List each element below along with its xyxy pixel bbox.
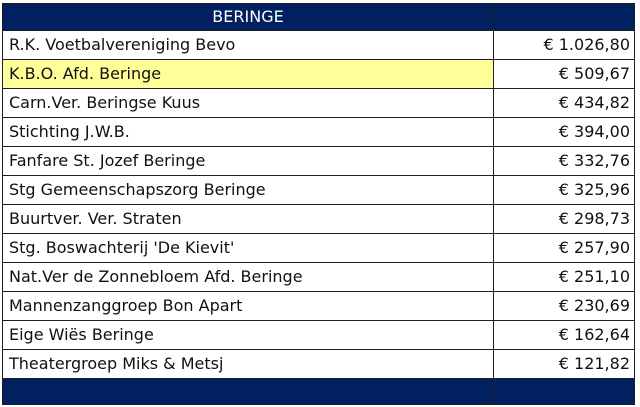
amount: € 509,67 bbox=[493, 59, 635, 89]
footer-cell bbox=[2, 378, 494, 405]
organization-name: Eige Wiës Beringe bbox=[2, 320, 494, 350]
footer-cell bbox=[493, 378, 635, 405]
amount: € 434,82 bbox=[493, 88, 635, 118]
organization-name: Nat.Ver de Zonnebloem Afd. Beringe bbox=[2, 262, 494, 292]
table-row: Mannenzanggroep Bon Apart € 230,69 bbox=[2, 291, 635, 321]
amount: € 1.026,80 bbox=[493, 30, 635, 60]
table-row: Eige Wiës Beringe € 162,64 bbox=[2, 320, 635, 350]
header-empty-cell bbox=[493, 3, 635, 31]
amount: € 230,69 bbox=[493, 291, 635, 321]
amount: € 332,76 bbox=[493, 146, 635, 176]
table-row: Carn.Ver. Beringse Kuus € 434,82 bbox=[2, 88, 635, 118]
footer-row bbox=[2, 378, 635, 405]
amount: € 325,96 bbox=[493, 175, 635, 205]
organization-name: K.B.O. Afd. Beringe bbox=[2, 59, 494, 89]
organization-name: Buurtver. Ver. Straten bbox=[2, 204, 494, 234]
amount: € 162,64 bbox=[493, 320, 635, 350]
amount: € 298,73 bbox=[493, 204, 635, 234]
amount: € 251,10 bbox=[493, 262, 635, 292]
table-row: Stg Gemeenschapszorg Beringe € 325,96 bbox=[2, 175, 635, 205]
amount: € 257,90 bbox=[493, 233, 635, 263]
organization-name: Stg Gemeenschapszorg Beringe bbox=[2, 175, 494, 205]
organization-name: Mannenzanggroep Bon Apart bbox=[2, 291, 494, 321]
table-row: Stichting J.W.B. € 394,00 bbox=[2, 117, 635, 147]
table-row: Theatergroep Miks & Metsj € 121,82 bbox=[2, 349, 635, 379]
header-row: BERINGE bbox=[2, 3, 635, 31]
table-title: BERINGE bbox=[2, 3, 494, 31]
organization-name: Stg. Boswachterij 'De Kievit' bbox=[2, 233, 494, 263]
donation-table: BERINGE R.K. Voetbalvereniging Bevo € 1.… bbox=[2, 3, 635, 405]
organization-name: Carn.Ver. Beringse Kuus bbox=[2, 88, 494, 118]
organization-name: Theatergroep Miks & Metsj bbox=[2, 349, 494, 379]
table-row: Buurtver. Ver. Straten € 298,73 bbox=[2, 204, 635, 234]
organization-name: R.K. Voetbalvereniging Bevo bbox=[2, 30, 494, 60]
table-row: Fanfare St. Jozef Beringe € 332,76 bbox=[2, 146, 635, 176]
amount: € 394,00 bbox=[493, 117, 635, 147]
table-row: R.K. Voetbalvereniging Bevo € 1.026,80 bbox=[2, 30, 635, 60]
donation-table-container: BERINGE R.K. Voetbalvereniging Bevo € 1.… bbox=[2, 3, 635, 405]
amount: € 121,82 bbox=[493, 349, 635, 379]
table-row: Stg. Boswachterij 'De Kievit' € 257,90 bbox=[2, 233, 635, 263]
organization-name: Stichting J.W.B. bbox=[2, 117, 494, 147]
table-row: Nat.Ver de Zonnebloem Afd. Beringe € 251… bbox=[2, 262, 635, 292]
table-row-highlighted: K.B.O. Afd. Beringe € 509,67 bbox=[2, 59, 635, 89]
organization-name: Fanfare St. Jozef Beringe bbox=[2, 146, 494, 176]
